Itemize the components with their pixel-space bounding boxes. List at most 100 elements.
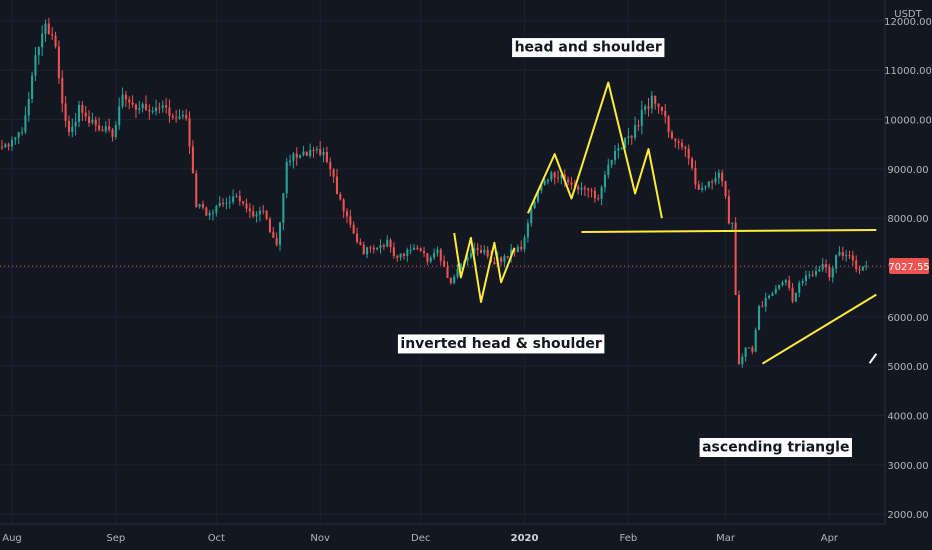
candle[interactable] [657,103,660,114]
candle[interactable] [493,257,496,265]
candle[interactable] [841,246,844,261]
candle[interactable] [543,178,546,186]
candle[interactable] [583,185,586,197]
candle[interactable] [305,151,308,157]
candle[interactable] [282,192,285,231]
candle[interactable] [469,248,472,260]
annotation-hs[interactable]: head and shoulder [511,37,666,59]
candle[interactable] [262,205,265,215]
candle[interactable] [724,181,727,199]
candle[interactable] [88,110,91,127]
candle[interactable] [278,221,282,252]
candle[interactable] [433,248,436,260]
candle[interactable] [255,211,258,223]
candle[interactable] [818,265,821,273]
resistance-line[interactable] [581,229,877,233]
candle[interactable] [392,242,395,259]
candle[interactable] [523,234,526,253]
candle[interactable] [647,97,650,117]
candle[interactable] [600,185,603,206]
candle[interactable] [667,115,670,138]
candle[interactable] [258,206,261,222]
candle[interactable] [781,280,784,287]
candle[interactable] [711,179,714,190]
candle[interactable] [396,254,399,262]
candle[interactable] [516,244,519,253]
candle[interactable] [37,46,40,65]
candle[interactable] [838,246,841,257]
candle[interactable] [416,245,419,251]
candle[interactable] [721,169,724,187]
pattern-annotations[interactable]: head and shoulder inverted head & shoulde… [396,37,853,459]
candle[interactable] [429,255,432,264]
candle[interactable] [349,209,352,228]
candle[interactable] [268,216,271,234]
candle[interactable] [761,300,764,308]
candle[interactable] [520,240,523,252]
candle[interactable] [704,185,707,191]
candle[interactable] [627,128,630,145]
candle[interactable] [674,138,677,148]
candle[interactable] [697,180,700,190]
candle[interactable] [858,265,861,275]
candle[interactable] [228,195,231,209]
candle[interactable] [865,260,868,271]
candle[interactable] [245,198,248,213]
candle[interactable] [664,104,667,124]
candle[interactable] [828,263,831,281]
candle[interactable] [449,277,452,285]
candle[interactable] [426,253,429,266]
candle[interactable] [356,227,359,244]
ascending-triangle-support[interactable] [761,293,877,365]
candle[interactable] [389,238,392,253]
candle[interactable] [289,154,292,167]
candle[interactable] [751,345,754,355]
candle[interactable] [71,118,74,138]
candle[interactable] [419,247,422,252]
candle[interactable] [406,247,409,262]
candle[interactable] [208,210,211,220]
candle[interactable] [198,203,201,209]
candle[interactable] [54,31,57,49]
candle[interactable] [620,146,623,150]
candle[interactable] [222,198,225,207]
candle[interactable] [808,270,811,279]
candle[interactable] [707,181,710,189]
candle[interactable] [845,250,848,262]
candle[interactable] [218,196,221,208]
candle[interactable] [67,115,70,137]
candle[interactable] [372,244,375,254]
head-and-shoulder[interactable] [526,81,663,219]
candle[interactable] [14,136,17,145]
candle[interactable] [811,270,814,277]
candle[interactable] [446,261,449,279]
candle[interactable] [141,102,144,113]
candle[interactable] [510,243,513,263]
candle[interactable] [315,146,318,154]
candle[interactable] [27,91,30,122]
candle[interactable] [476,243,479,256]
candle[interactable] [456,263,459,279]
candle[interactable] [295,147,298,166]
candle[interactable] [302,145,305,157]
candle[interactable] [342,198,345,219]
candle[interactable] [238,190,241,206]
candle[interactable] [345,208,349,224]
candle[interactable] [784,278,787,286]
candle[interactable] [553,171,556,185]
candle[interactable] [617,143,620,159]
candle[interactable] [272,226,275,238]
candle[interactable] [275,232,278,247]
candle[interactable] [630,134,633,145]
candle[interactable] [546,178,550,185]
candle[interactable] [195,170,198,208]
candle[interactable] [17,131,20,145]
cursor-tick[interactable] [868,353,878,364]
candle[interactable] [31,71,34,103]
candle[interactable] [483,245,486,256]
candle[interactable] [597,194,600,201]
candle[interactable] [10,136,14,151]
candle[interactable] [322,147,325,163]
candle[interactable] [171,113,174,120]
